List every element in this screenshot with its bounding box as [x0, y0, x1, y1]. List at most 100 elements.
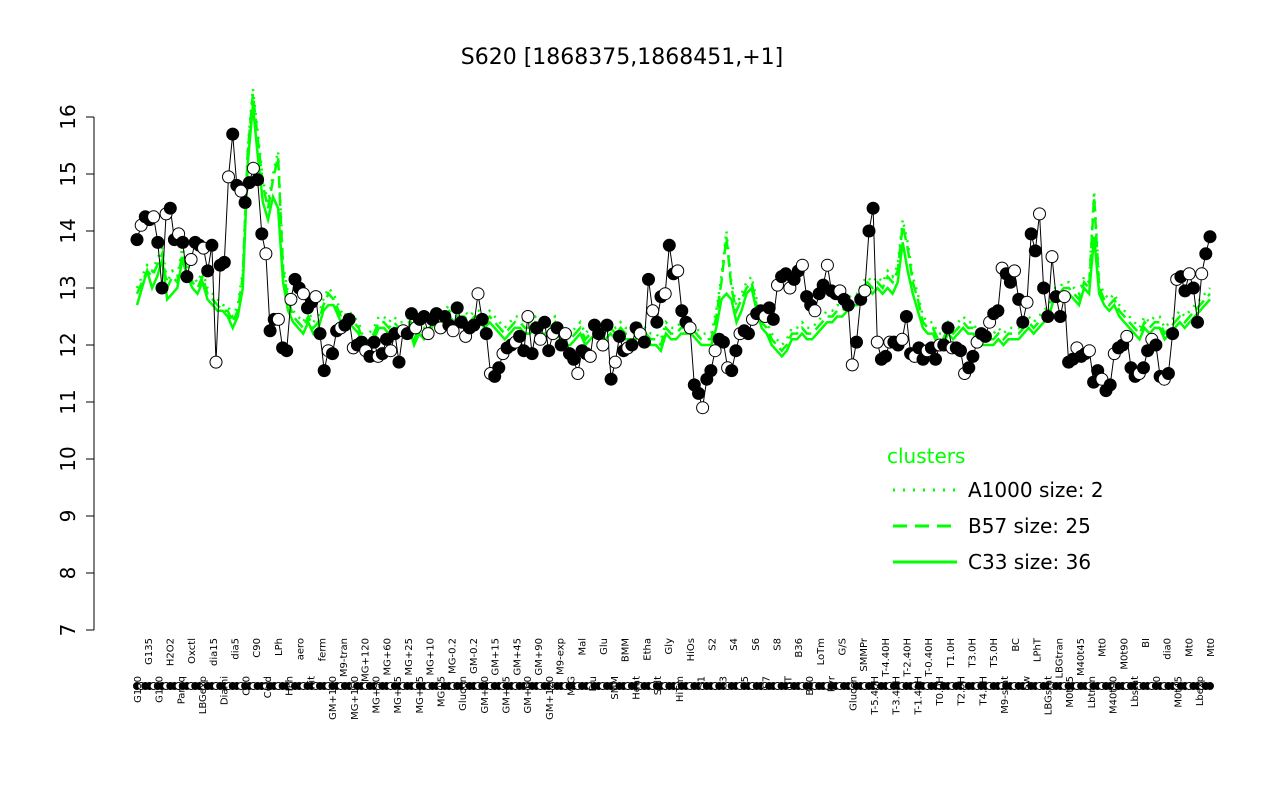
data-point [533, 332, 547, 346]
x-tick-label: BI [1141, 638, 1152, 648]
x-tick-label: BT [783, 675, 794, 689]
data-point [271, 312, 285, 326]
data-point [1103, 378, 1117, 392]
data-point [492, 361, 506, 375]
data-point [899, 310, 913, 323]
x-tick-label: Etha [642, 638, 653, 661]
data-point [716, 335, 730, 349]
data-point [1016, 315, 1030, 329]
data-point [130, 233, 144, 247]
x-tick-label: LBGexp [198, 676, 209, 714]
data-point [675, 304, 689, 318]
x-tick-label: T0.0H [935, 676, 946, 707]
data-point [222, 170, 235, 184]
data-point [1045, 250, 1059, 264]
y-tick-label: 16 [56, 104, 80, 129]
data-point [155, 281, 169, 295]
data-point [217, 255, 231, 269]
x-tick-label: MG+60 [382, 638, 393, 675]
x-tick-label: HPh [285, 676, 296, 696]
x-tick-label: Glucon [848, 676, 859, 711]
x-tick-label: Heat [632, 676, 643, 700]
x-tick-label: GM+60 [523, 676, 534, 713]
data-point [296, 287, 310, 301]
data-point [650, 315, 664, 329]
data-point [342, 312, 356, 326]
data-point [313, 327, 327, 341]
data-point [567, 352, 581, 366]
data-point [450, 301, 464, 315]
x-tick-label: ferm [317, 638, 328, 661]
data-point [795, 258, 809, 272]
data-point [1037, 281, 1051, 295]
x-tick-label: Mt0 [1098, 638, 1109, 657]
x-tick-label: GM+15 [491, 638, 502, 675]
data-point [1020, 295, 1034, 309]
x-tick-label: GM+25 [502, 676, 513, 713]
data-point [1191, 315, 1204, 329]
data-point [642, 272, 655, 286]
x-tick-label: MG+90 [371, 676, 382, 713]
x-tick-label: GM+10 [480, 676, 491, 713]
x-tick-label: Mt0 [1206, 638, 1217, 657]
x-tick-label: M40t45 [1076, 638, 1087, 676]
x-tick-label: C90 [252, 638, 263, 658]
x-tick-label: LBGtran [1054, 638, 1065, 679]
x-tick-label: G135 [144, 638, 155, 665]
data-point [176, 235, 190, 249]
data-point [866, 201, 880, 215]
x-tick-label: dia15 [209, 638, 220, 666]
x-tick-label: Mt0 [1184, 638, 1195, 657]
data-point [879, 349, 893, 363]
data-point [317, 364, 331, 378]
data-point [326, 347, 339, 361]
data-point [671, 264, 685, 278]
data-point [246, 161, 260, 175]
y-axis: 7 8 9 10 11 12 13 14 15 16 [56, 104, 95, 636]
series-line-B57 [135, 94, 1211, 353]
data-point [201, 264, 215, 278]
x-tick-label: T4.0H [978, 676, 989, 707]
x-tick-label: aero [296, 638, 307, 660]
data-point [1199, 247, 1213, 261]
data-point [895, 332, 909, 346]
x-tick-label: Diami [220, 676, 231, 705]
x-tick-label: M0t90 [1119, 638, 1130, 670]
data-point [205, 238, 219, 252]
x-tick-label: M9-tran [339, 638, 350, 677]
x-tick-label: Glu [599, 638, 610, 655]
data-point [571, 367, 585, 380]
data-point [870, 335, 884, 349]
chart-title: S620 [1868375,1868451,+1] [461, 45, 784, 70]
x-tick-label: Gly [664, 638, 675, 655]
y-tick-label: 14 [56, 218, 80, 243]
points-layer [130, 127, 1217, 415]
x-tick-label: nit [306, 676, 317, 689]
x-tick-label: S1 [697, 676, 708, 689]
data-point [475, 312, 489, 326]
legend-label: B57 size: 25 [968, 514, 1091, 538]
data-point [766, 312, 780, 326]
x-tick-label: H2O2 [166, 638, 177, 666]
x-tick-label: T-0.40H [924, 638, 935, 678]
x-tick-label: T-1.40H [913, 676, 924, 716]
x-tick-label: M9-exp [556, 638, 567, 675]
x-tick-label: MG+120 [361, 638, 372, 682]
x-tick-label: LPhT [1033, 637, 1044, 662]
x-tick-label: S3 [718, 676, 729, 689]
data-point [309, 290, 323, 304]
x-tick-label: T2.0H [957, 676, 968, 707]
y-tick-label: 12 [56, 332, 80, 357]
data-point [513, 329, 527, 343]
data-point [612, 329, 626, 343]
data-point [583, 349, 597, 363]
x-tick-label: Cold [263, 676, 274, 698]
x-tick-label: Sw [1022, 676, 1033, 691]
data-point [1149, 338, 1163, 352]
data-point [708, 344, 722, 358]
x-tick-label: MG-0.2 [447, 638, 458, 674]
data-point [1024, 227, 1038, 241]
data-point [367, 335, 381, 349]
data-point [600, 318, 614, 332]
